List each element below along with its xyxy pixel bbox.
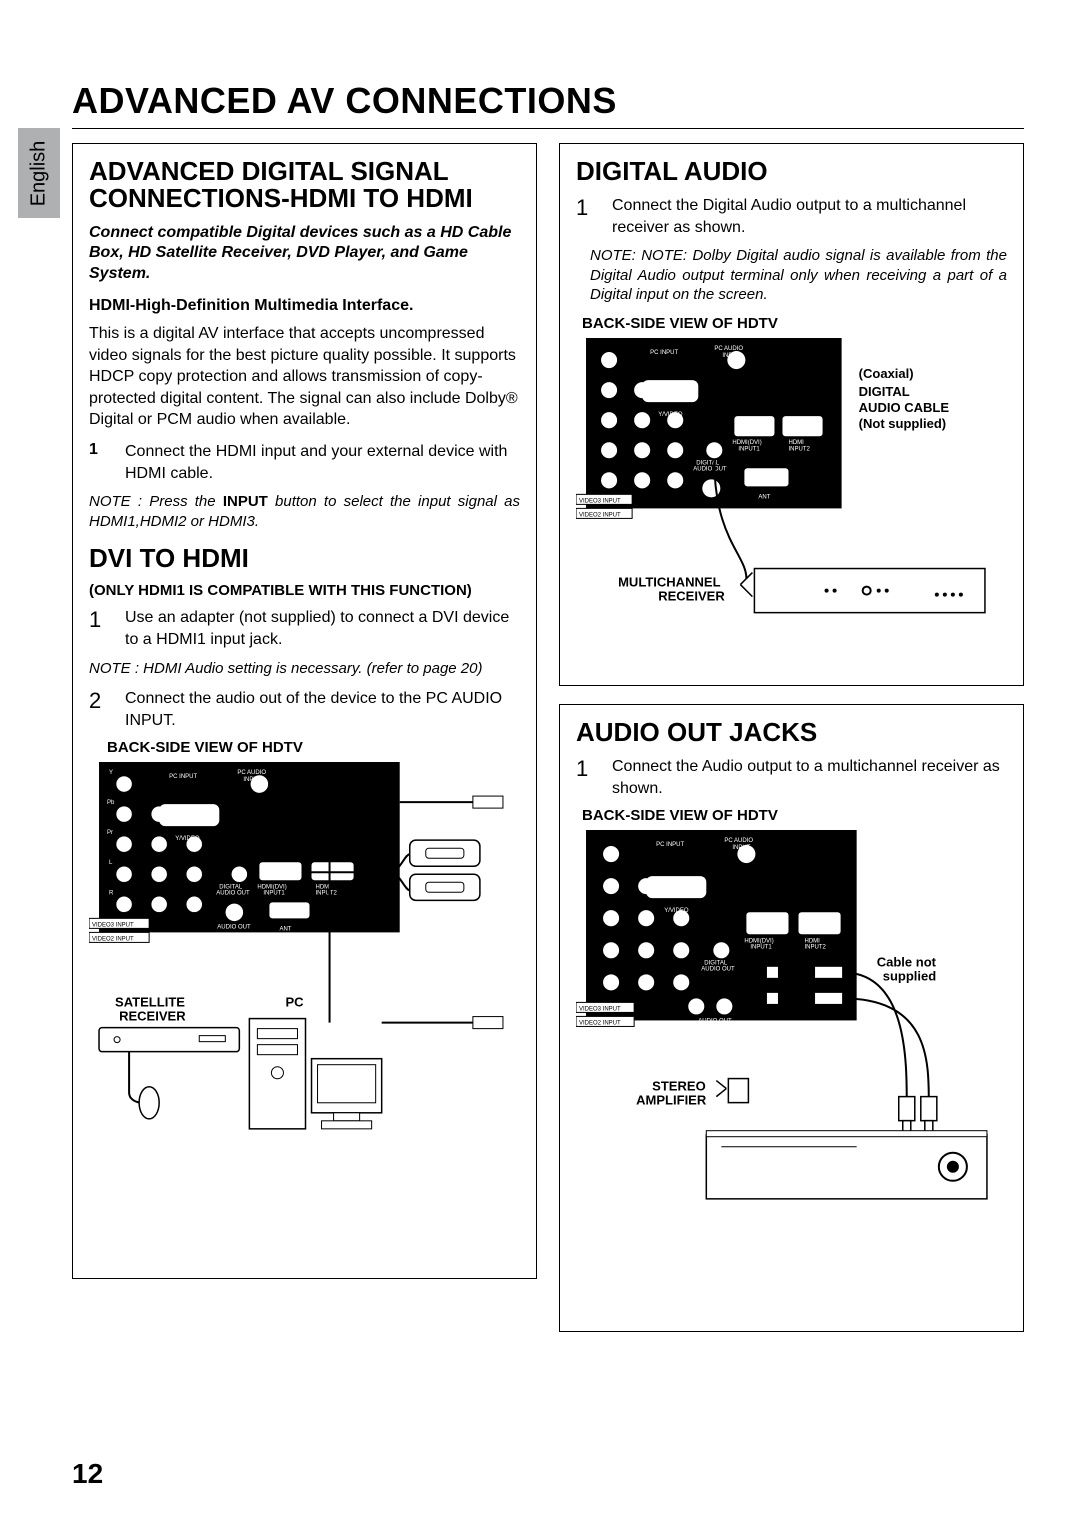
svg-text:VIDEO3 INPUT: VIDEO3 INPUT [579,1007,621,1013]
svg-text:AUDIO OUT: AUDIO OUT [701,967,735,973]
svg-text:INPUT2: INPUT2 [316,891,338,897]
label-coaxial: (Coaxial) [859,366,914,381]
svg-text:AUDIO OUT: AUDIO OUT [217,925,251,931]
label-amplifier: STEREO AMPLIFIER [636,1079,709,1108]
panel-audio-out: Audio Out Jacks 1 Connect the Audio outp… [559,704,1024,1332]
svg-text:ANT: ANT [279,927,291,933]
step-number: 1 [89,607,109,650]
step-text: Connect the audio out of the device to t… [125,688,520,731]
secA-title: Digital Audio [576,158,1007,185]
secB-title: Audio Out Jacks [576,719,1007,746]
secA-step-1: 1 Connect the Digital Audio output to a … [576,195,1007,238]
sec1-body: This is a digital AV interface that acce… [89,323,520,431]
step-number: 2 [89,688,109,731]
svg-text:INPUT1: INPUT1 [750,945,772,951]
note-keyword: INPUT [223,493,268,510]
svg-text:VIDEO3 INPUT: VIDEO3 INPUT [92,923,134,929]
label-cable-not-supplied: Cable not supplied [877,955,940,984]
svg-text:AUDIO OUT: AUDIO OUT [698,1019,732,1025]
sec2-title: DVI to HDMI [89,545,520,572]
svg-text:Y: Y [109,770,113,776]
label-satellite: SATELLITE RECEIVER [115,995,189,1024]
secA-bsv: Back-side view of HDTV [582,315,1007,332]
svg-text:VIDEO2 INPUT: VIDEO2 INPUT [92,937,134,943]
svg-text:AUDIO OUT: AUDIO OUT [216,891,250,897]
svg-text:PC INPUT: PC INPUT [650,350,678,356]
sec1-intro: Connect compatible Digital devices such … [89,223,520,285]
svg-text:INPUT1: INPUT1 [738,446,760,452]
step-number: 1 [89,441,109,484]
sec2-bsv: Back-side view of HDTV [107,739,520,756]
svg-text:Pb: Pb [107,800,115,806]
page-number: 12 [72,1458,103,1490]
diagram-audio-out: PC INPUT PC AUDIOINPUT Y/VIDEO DIGITALAU… [576,830,1007,1251]
svg-text:INPUT1: INPUT1 [263,891,285,897]
svg-text:VIDEO3 INPUT: VIDEO3 INPUT [579,498,621,504]
sec2-step-1: 1 Use an adapter (not supplied) to conne… [89,607,520,650]
svg-text:INPUT2: INPUT2 [805,945,827,951]
sec1-sub: HDMI-High-Definition Multimedia Interfac… [89,297,520,315]
svg-text:AUDIO OUT: AUDIO OUT [693,466,727,472]
step-number: 1 [576,756,596,799]
step-text: Connect the Audio output to a multichann… [612,756,1007,799]
label-dac-1: DIGITAL [859,384,910,399]
diagram-digital-audio: PC INPUT PC AUDIOINPUT Y/VIDEO DIGITALAU… [576,338,1007,669]
language-tab: English [18,128,60,218]
secB-bsv: Back-side view of HDTV [582,807,1007,824]
label-receiver: MULTICHANNEL RECEIVER [618,575,725,604]
language-label: English [28,140,51,206]
svg-text:Pr: Pr [107,830,113,836]
sec2-step-2: 2 Connect the audio out of the device to… [89,688,520,731]
svg-text:R: R [109,891,114,897]
panel-digital-audio: Digital Audio 1 Connect the Digital Audi… [559,143,1024,686]
svg-text:Y/VIDEO: Y/VIDEO [664,908,689,914]
title-rule [72,128,1024,129]
svg-text:INPUT: INPUT [722,353,740,359]
panel-left: Advanced Digital Signal Connections-HDMI… [72,143,537,1279]
step-text: Connect the HDMI input and your external… [125,441,520,484]
svg-text:Y/VIDEO: Y/VIDEO [175,836,200,842]
svg-text:PC AUDIO: PC AUDIO [724,838,753,844]
svg-text:ANT: ANT [758,494,770,500]
diagram-dvi-hdmi: PC INPUT PC AUDIOINPUT Y/VIDEO DIGITALAU… [89,762,520,1163]
label-dac-3: (Not supplied) [859,416,946,431]
secA-note: NOTE: NOTE: Dolby Digital audio signal i… [576,246,1007,305]
svg-text:PC AUDIO: PC AUDIO [237,770,266,776]
page-title: Advanced AV Connections [72,80,1024,122]
step-number: 1 [576,195,596,238]
label-pc: PC [285,995,304,1010]
svg-text:PC AUDIO: PC AUDIO [714,346,743,352]
step-text: Use an adapter (not supplied) to connect… [125,607,520,650]
svg-text:INPUT: INPUT [732,845,750,851]
step-text: Connect the Digital Audio output to a mu… [612,195,1007,238]
svg-text:INPUT2: INPUT2 [788,446,810,452]
svg-text:VIDEO2 INPUT: VIDEO2 INPUT [579,512,621,518]
sec2-sub: (Only HDMI1 is compatible with this func… [89,582,520,599]
svg-text:PC INPUT: PC INPUT [169,774,197,780]
svg-text:INPUT: INPUT [243,777,261,783]
svg-text:VIDEO2 INPUT: VIDEO2 INPUT [579,1021,621,1027]
sec1-note: NOTE : Press the INPUT button to select … [89,492,520,531]
secB-step-1: 1 Connect the Audio output to a multicha… [576,756,1007,799]
label-dac-2: AUDIO CABLE [859,400,950,415]
svg-text:Y/VIDEO: Y/VIDEO [658,412,683,418]
sec1-step-1: 1 Connect the HDMI input and your extern… [89,441,520,484]
note-pre: NOTE : Press the [89,493,223,510]
sec2-note: NOTE : HDMI Audio setting is necessary. … [89,659,520,679]
svg-text:PC INPUT: PC INPUT [656,842,684,848]
sec1-title: Advanced Digital Signal Connections-HDMI… [89,158,520,213]
